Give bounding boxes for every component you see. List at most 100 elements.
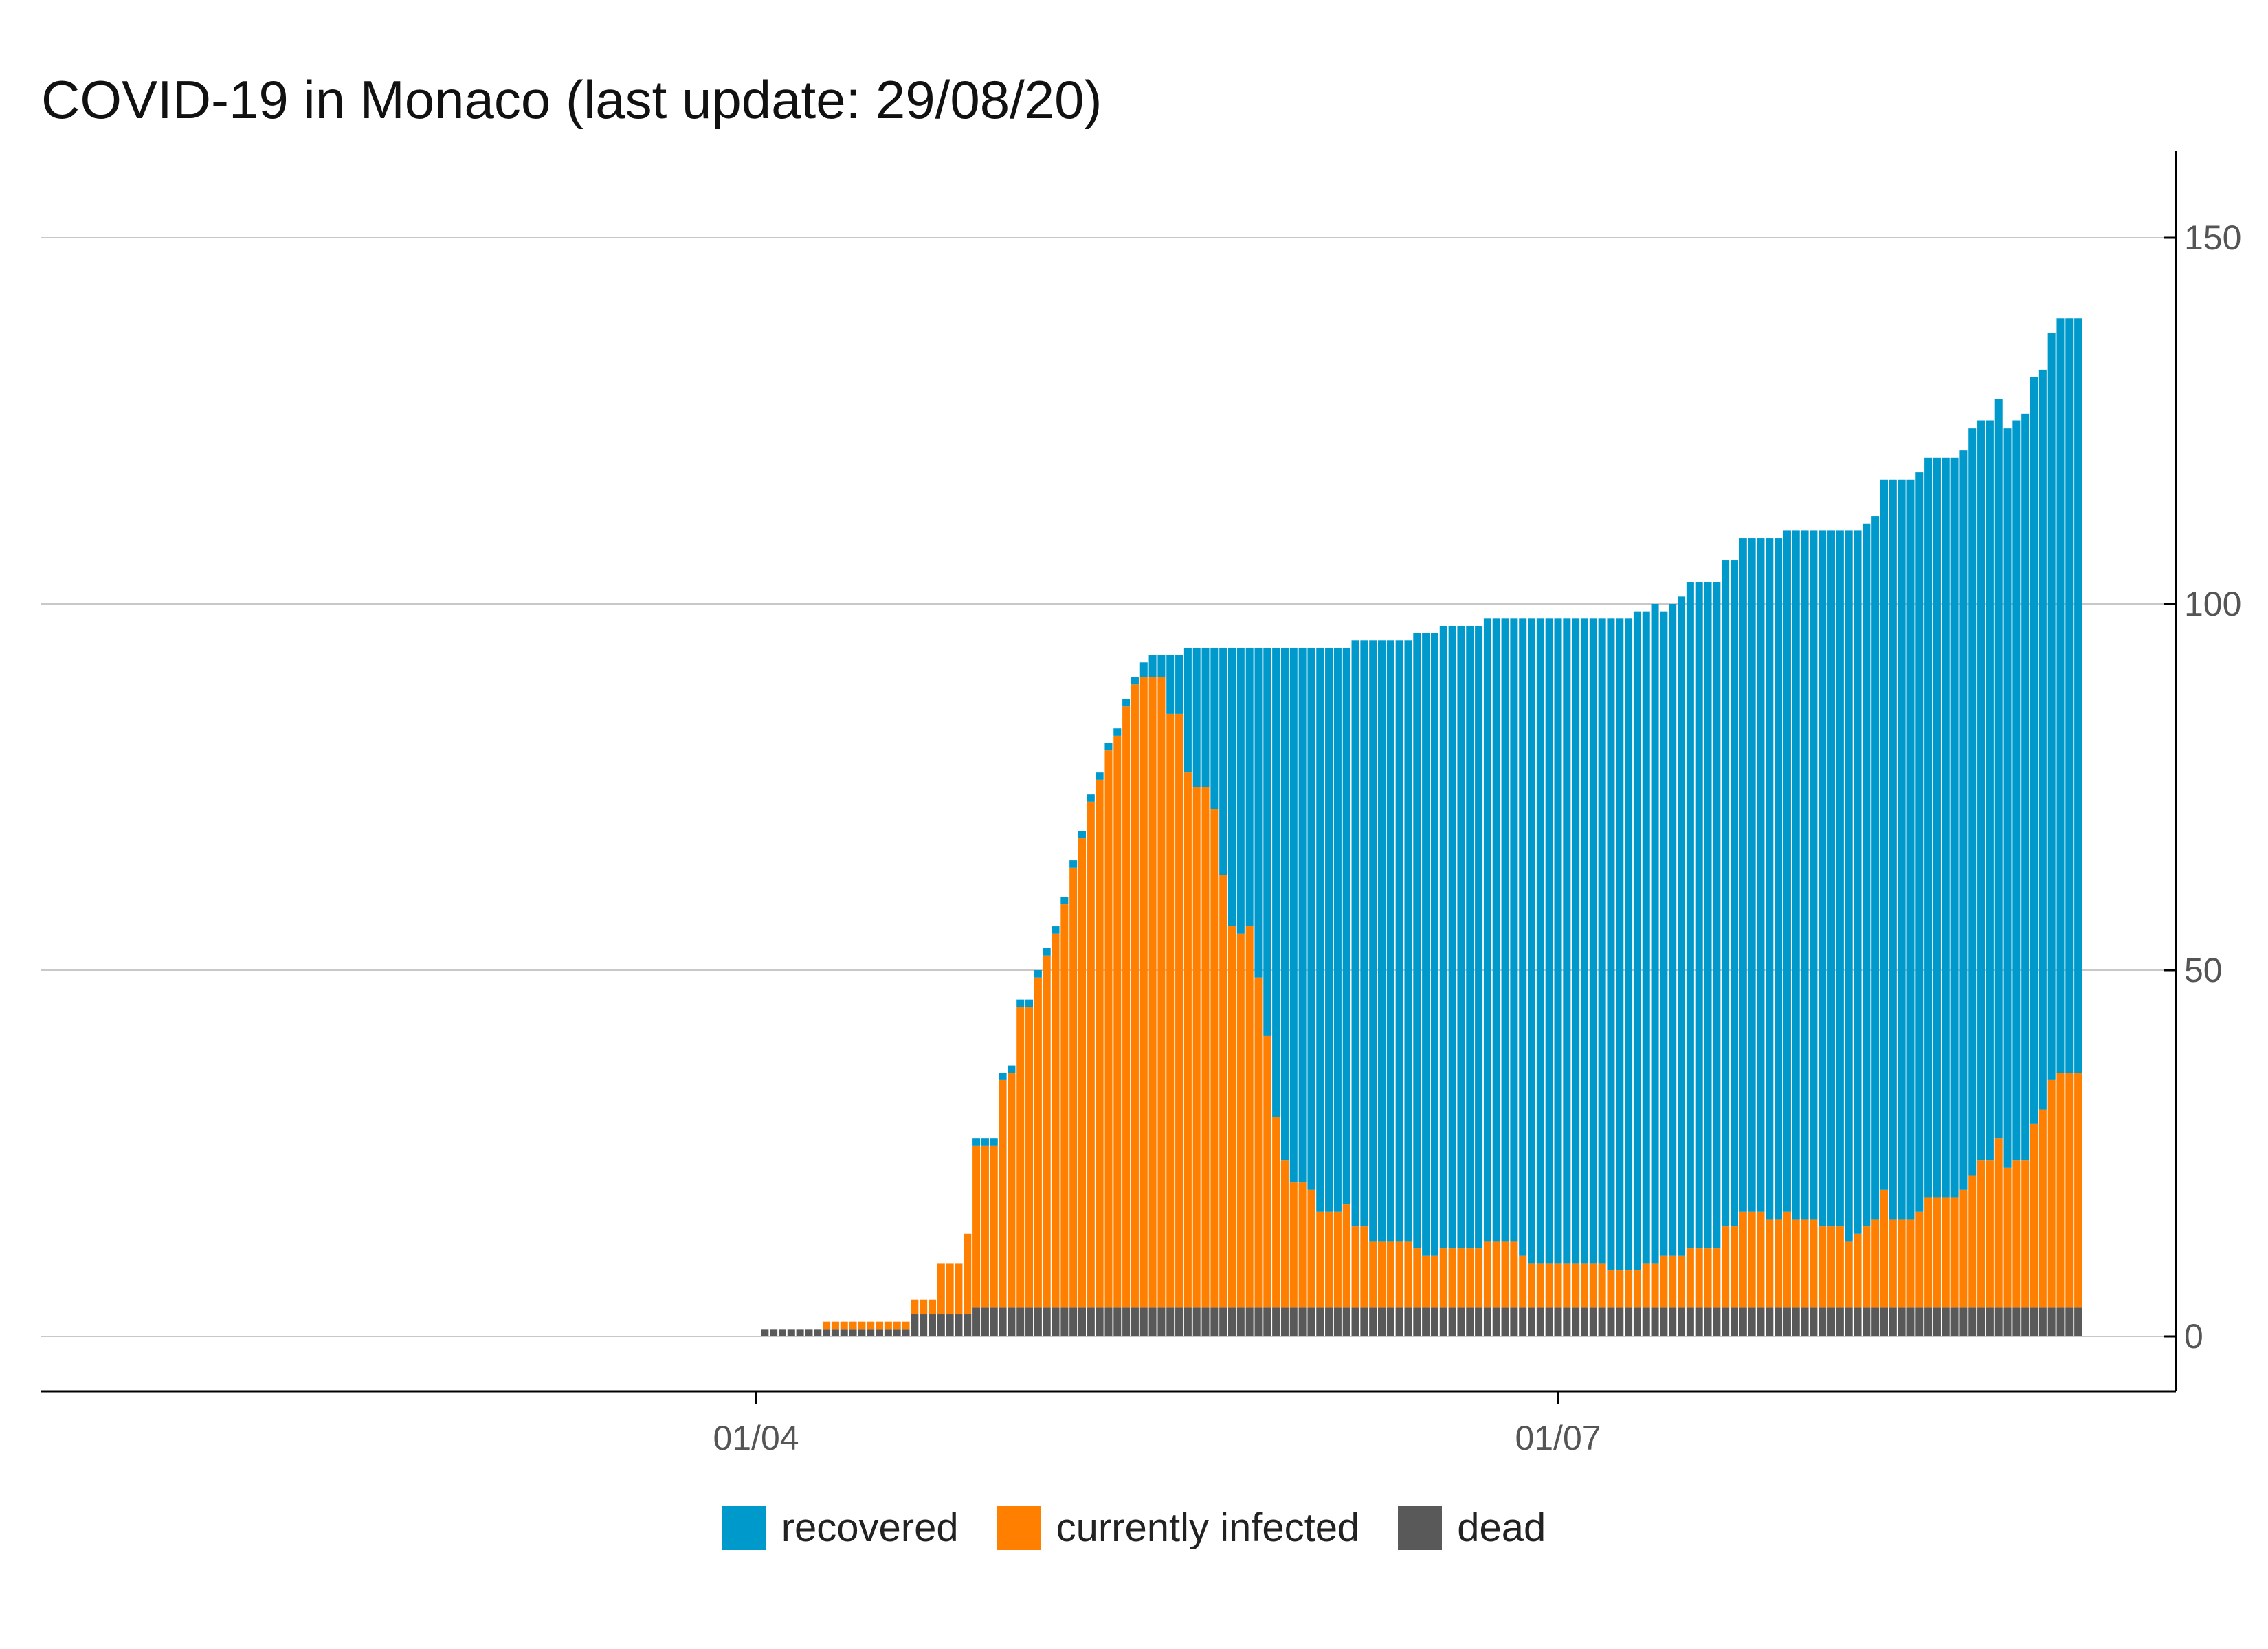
y-tick-label-50: 50 (2184, 951, 2223, 989)
bar-recovered-136 (1669, 604, 1677, 1256)
bar-dead-61 (1008, 1307, 1016, 1336)
bar-currently-infected-85 (1219, 875, 1227, 1308)
bar-dead-91 (1272, 1307, 1280, 1336)
bar-recovered-76 (1139, 662, 1148, 677)
bar-currently-infected-44 (858, 1321, 866, 1330)
bar-currently-infected-102 (1369, 1241, 1377, 1308)
bar-recovered-147 (1766, 538, 1774, 1220)
bar-currently-infected-117 (1501, 1241, 1509, 1308)
bar-recovered-163 (1906, 479, 1915, 1220)
bar-recovered-75 (1131, 677, 1139, 685)
bar-dead-109 (1430, 1307, 1438, 1336)
bar-dead-162 (1898, 1307, 1906, 1336)
bar-currently-infected-161 (1889, 1219, 1897, 1308)
legend-label-currently-infected: currently infected (1056, 1505, 1360, 1550)
bar-recovered-87 (1236, 647, 1245, 934)
bar-dead-78 (1157, 1307, 1166, 1336)
bar-recovered-57 (972, 1138, 981, 1146)
bar-dead-139 (1695, 1307, 1703, 1336)
bar-recovered-123 (1554, 618, 1562, 1264)
bar-dead-81 (1183, 1307, 1192, 1336)
bar-currently-infected-42 (840, 1321, 848, 1330)
bar-recovered-121 (1536, 618, 1544, 1264)
bar-recovered-144 (1739, 538, 1747, 1212)
bar-recovered-63 (1025, 999, 1034, 1007)
bar-currently-infected-48 (893, 1321, 901, 1330)
bar-dead-51 (920, 1314, 928, 1336)
bar-currently-infected-87 (1236, 933, 1245, 1308)
bar-recovered-175 (2012, 420, 2021, 1161)
bar-dead-132 (1633, 1307, 1641, 1336)
bar-dead-70 (1087, 1307, 1095, 1336)
bar-dead-40 (823, 1329, 831, 1336)
bar-dead-102 (1369, 1307, 1377, 1336)
bar-dead-68 (1069, 1307, 1078, 1336)
bar-dead-173 (1994, 1307, 2003, 1336)
bar-dead-155 (1836, 1307, 1844, 1336)
bar-recovered-132 (1633, 611, 1641, 1271)
bar-dead-43 (849, 1329, 857, 1336)
bar-dead-167 (1942, 1307, 1950, 1336)
bar-dead-151 (1801, 1307, 1809, 1336)
bar-currently-infected-114 (1475, 1248, 1483, 1308)
bar-recovered-137 (1678, 596, 1686, 1256)
bar-dead-39 (814, 1329, 822, 1336)
bar-dead-75 (1131, 1307, 1139, 1336)
bar-currently-infected-79 (1166, 713, 1175, 1308)
bar-recovered-182 (2074, 318, 2082, 1073)
bar-currently-infected-144 (1739, 1211, 1747, 1308)
x-tick-label-01-04: 01/04 (713, 1419, 799, 1457)
bar-currently-infected-77 (1148, 677, 1157, 1308)
bar-dead-50 (911, 1314, 919, 1336)
bar-recovered-113 (1466, 625, 1474, 1249)
bar-currently-infected-175 (2012, 1160, 2021, 1308)
bar-currently-infected-67 (1060, 904, 1069, 1308)
bar-recovered-77 (1148, 655, 1157, 677)
bar-dead-181 (2065, 1307, 2074, 1336)
bar-dead-175 (2012, 1307, 2021, 1336)
bar-dead-148 (1775, 1307, 1783, 1336)
bar-dead-121 (1536, 1307, 1544, 1336)
bar-dead-174 (2003, 1307, 2012, 1336)
bar-dead-135 (1660, 1307, 1668, 1336)
bar-currently-infected-107 (1413, 1248, 1421, 1308)
bar-currently-infected-163 (1906, 1219, 1915, 1308)
bar-dead-83 (1201, 1307, 1210, 1336)
bar-recovered-73 (1113, 728, 1122, 736)
bar-dead-123 (1554, 1307, 1562, 1336)
legend: recovered currently infected dead (0, 1505, 2268, 1551)
bar-currently-infected-125 (1572, 1263, 1580, 1308)
bar-recovered-105 (1395, 640, 1403, 1242)
bar-dead-134 (1651, 1307, 1659, 1336)
bar-currently-infected-96 (1316, 1211, 1324, 1308)
bar-dead-37 (796, 1329, 804, 1336)
chart-title: COVID-19 in Monaco (last update: 29/08/2… (41, 69, 1102, 130)
bar-dead-45 (867, 1329, 875, 1336)
bar-currently-infected-177 (2030, 1123, 2038, 1308)
bar-recovered-128 (1598, 618, 1606, 1264)
legend-label-recovered: recovered (781, 1505, 959, 1550)
bar-currently-infected-81 (1183, 772, 1192, 1308)
bar-recovered-104 (1386, 640, 1394, 1242)
bar-dead-57 (972, 1307, 981, 1336)
bar-recovered-143 (1730, 560, 1738, 1227)
bar-dead-146 (1757, 1307, 1765, 1336)
bar-currently-infected-90 (1263, 1035, 1271, 1308)
bar-currently-infected-72 (1104, 750, 1113, 1308)
bar-recovered-176 (2021, 413, 2030, 1161)
bar-currently-infected-106 (1404, 1241, 1412, 1308)
bar-currently-infected-155 (1836, 1226, 1844, 1308)
bar-dead-164 (1915, 1307, 1924, 1336)
bar-recovered-69 (1078, 831, 1087, 839)
bar-dead-87 (1236, 1307, 1245, 1336)
bar-currently-infected-41 (831, 1321, 839, 1330)
legend-swatch-recovered (722, 1505, 766, 1550)
bar-currently-infected-93 (1289, 1182, 1298, 1308)
bar-dead-58 (981, 1307, 989, 1336)
bar-dead-178 (2038, 1307, 2047, 1336)
bar-dead-42 (840, 1329, 848, 1336)
bar-currently-infected-54 (946, 1263, 954, 1315)
bar-recovered-93 (1289, 647, 1298, 1183)
bar-dead-140 (1704, 1307, 1712, 1336)
x-tick-label-01-07: 01/07 (1515, 1419, 1601, 1457)
